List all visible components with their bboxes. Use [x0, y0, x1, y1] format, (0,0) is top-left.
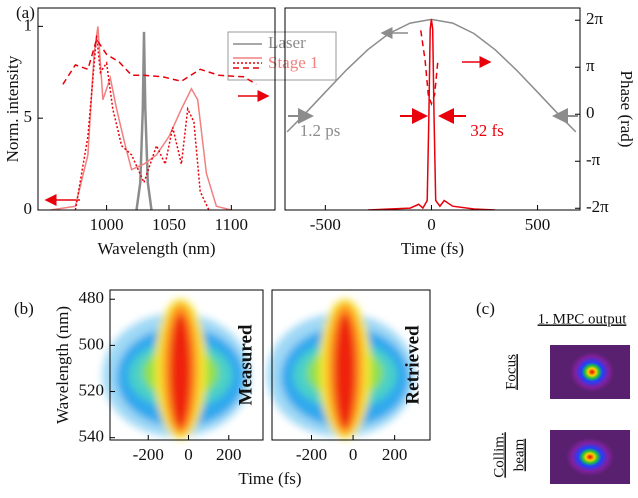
y-tick-label: 500: [79, 334, 105, 353]
row-label: beam: [511, 438, 527, 471]
series-line: [420, 30, 439, 107]
x-axis-label: Time (fs): [401, 239, 464, 258]
y2-tick-label: -2π: [586, 197, 609, 216]
x-tick-label: 200: [216, 445, 242, 464]
x-tick-label: -200: [133, 445, 164, 464]
annotation: 1.2 ps: [300, 121, 341, 140]
annotation: 32 fs: [470, 121, 504, 140]
x-tick-label: 0: [427, 215, 436, 234]
panel-tag: Measured: [235, 324, 256, 405]
legend-label: Stage 1: [268, 53, 319, 72]
y-tick-label: 540: [79, 427, 105, 446]
y2-tick-label: -π: [586, 150, 601, 169]
y2-tick-label: 2π: [586, 9, 604, 28]
x-tick-label: 1050: [152, 215, 186, 234]
y2-tick-label: 0: [586, 103, 595, 122]
x-axis-label: Wavelength (nm): [97, 239, 215, 258]
mpc-title: 1. MPC output: [538, 311, 628, 327]
series-line: [74, 35, 210, 210]
panel-label: (c): [476, 299, 495, 318]
y2-tick-label: π: [586, 56, 595, 75]
plot-frame: [109, 289, 264, 441]
heatmap-image: [102, 299, 251, 439]
heat-blob: [169, 313, 192, 429]
x-tick-label: -500: [310, 215, 341, 234]
plot-frame: [284, 7, 581, 211]
y-axis-label: Wavelength (nm): [53, 306, 72, 424]
legend-label: Laser: [268, 33, 306, 52]
series-line: [62, 37, 257, 85]
beam-spot: [566, 438, 614, 476]
legend: [227, 31, 337, 81]
y-tick-label: 1: [24, 15, 33, 34]
row-label: Collim.: [491, 432, 507, 477]
plot-frame: [37, 7, 276, 211]
beam-spot: [570, 352, 614, 392]
x-axis-label: Time (fs): [238, 469, 301, 488]
x-tick-label: 0: [184, 445, 193, 464]
x-tick-label: 1000: [90, 215, 124, 234]
y-tick-label: 5: [24, 107, 33, 126]
series-line: [367, 19, 496, 210]
x-tick-label: 500: [525, 215, 551, 234]
panel-tag: Retrieved: [402, 325, 423, 405]
panel-label: (a): [16, 3, 35, 22]
y2-axis-label: Phase (rad): [617, 71, 636, 148]
x-tick-label: 1100: [215, 215, 248, 234]
y-tick-label: 520: [79, 380, 105, 399]
row-label: Focus: [503, 354, 519, 390]
heatmap-image: [267, 299, 415, 439]
panel-label: (b): [14, 299, 34, 318]
x-tick-label: -200: [296, 445, 327, 464]
y-axis-label: Norm. intensity: [3, 55, 22, 162]
series-line: [135, 31, 153, 210]
heat-blob: [334, 313, 356, 429]
y-tick-label: 480: [79, 288, 105, 307]
x-tick-label: 200: [382, 445, 408, 464]
y-tick-label: 0: [24, 199, 33, 218]
x-tick-label: 0: [349, 445, 358, 464]
plot-frame: [271, 289, 431, 441]
series-line: [50, 26, 232, 210]
